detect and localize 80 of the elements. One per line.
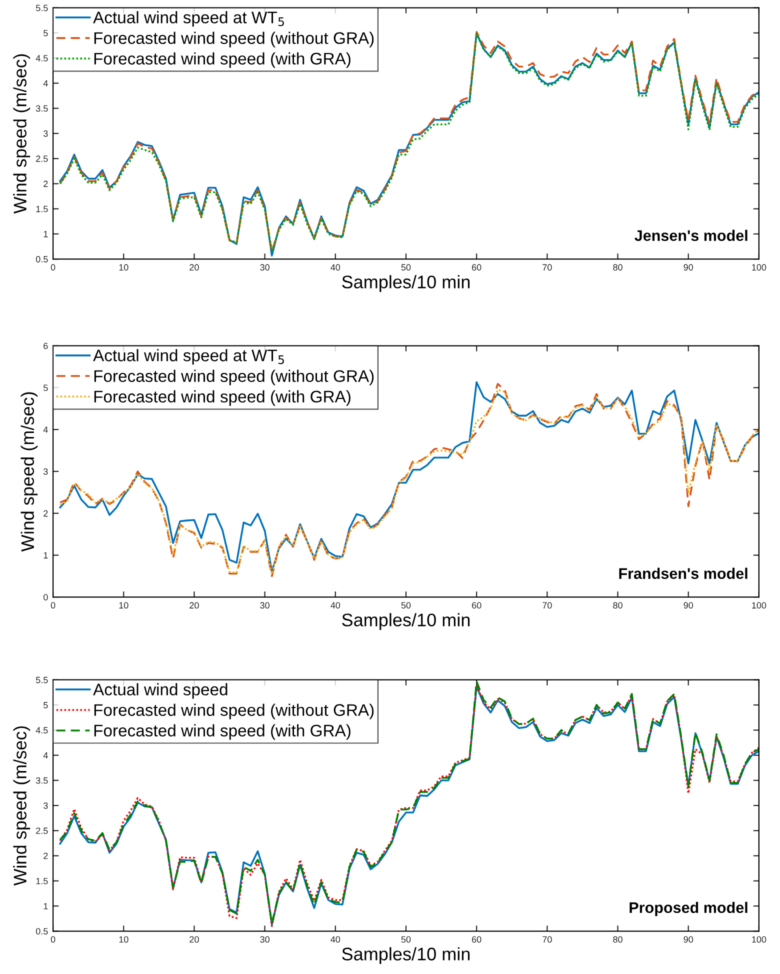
x-axis-title: Samples/10 min: [342, 275, 470, 292]
y-tick-label: 0.5: [36, 928, 48, 935]
annotation: Jensen's model: [634, 230, 748, 241]
y-tick-label: 3: [44, 130, 48, 137]
x-tick-label: 20: [190, 264, 199, 271]
legend-label: Actual wind speed: [93, 683, 228, 699]
legend-label: Forecasted wind speed (with GRA): [94, 390, 350, 406]
x-tick-label: 40: [330, 264, 340, 271]
x-tick-label: 100: [752, 936, 766, 943]
x-tick-label: 60: [472, 936, 482, 943]
x-axis-title: Samples/10 min: [342, 613, 470, 630]
x-tick-label: 60: [472, 602, 482, 609]
x-tick-label: 40: [330, 602, 340, 609]
x-tick-label: 10: [119, 602, 128, 609]
y-tick-label: 0: [44, 594, 48, 600]
y-tick-label: 5: [44, 702, 48, 708]
y-axis-title: Wind speed (m/sec): [20, 392, 38, 552]
x-tick-label: 90: [684, 936, 694, 943]
y-tick-label: 4: [43, 752, 48, 759]
legend-label: Actual wind speed at WT$_{5}$: [93, 349, 284, 365]
y-tick-label: 5: [44, 384, 48, 392]
y-tick-label: 2.5: [36, 828, 48, 834]
x-tick-label: 0: [50, 936, 56, 943]
x-tick-label: 60: [472, 264, 482, 271]
x-tick-label: 20: [190, 602, 199, 609]
x-tick-label: 80: [613, 936, 622, 943]
x-tick-label: 70: [542, 602, 552, 609]
x-tick-label: 100: [752, 602, 766, 609]
y-tick-label: 3.5: [36, 105, 48, 112]
x-tick-label: 0: [50, 264, 56, 271]
y-tick-label: 1: [44, 231, 48, 238]
y-tick-label: 0.5: [36, 256, 48, 262]
y-tick-label: 2: [44, 852, 48, 860]
y-tick-label: 3.5: [36, 777, 48, 784]
x-tick-label: 30: [260, 602, 270, 609]
y-tick-label: 4.5: [36, 727, 48, 734]
x-tick-label: 70: [542, 936, 552, 943]
x-axis-title: Samples/10 min: [342, 947, 470, 964]
y-tick-label: 2: [44, 180, 48, 187]
legend-label: Forecasted wind speed (with GRA): [94, 52, 350, 68]
legend-label: Forecasted wind speed (with GRA): [94, 724, 350, 740]
y-tick-label: 1: [44, 903, 48, 910]
x-tick-label: 40: [330, 936, 340, 943]
x-tick-label: 100: [752, 264, 766, 271]
y-tick-label: 4.5: [36, 55, 48, 62]
x-tick-label: 10: [119, 264, 128, 271]
y-tick-label: 4: [43, 80, 48, 86]
y-tick-label: 1: [44, 552, 48, 558]
x-tick-label: 90: [684, 264, 694, 271]
x-tick-label: 0: [50, 602, 56, 609]
legend-label: Forecasted wind speed (without GRA): [94, 704, 374, 720]
x-tick-label: 80: [613, 602, 622, 609]
y-tick-label: 5.5: [36, 4, 48, 12]
x-tick-label: 10: [119, 936, 128, 943]
y-axis-title: Wind speed (m/sec): [13, 726, 30, 886]
x-tick-label: 90: [684, 602, 694, 609]
annotation: Proposed model: [630, 902, 748, 916]
x-tick-label: 70: [542, 264, 552, 271]
y-tick-label: 4: [43, 426, 48, 433]
x-tick-label: 20: [190, 936, 199, 943]
legend-label: Actual wind speed at WT$_{5}$: [93, 11, 284, 27]
y-tick-label: 1.5: [36, 206, 48, 212]
y-axis-title: Wind speed (m/sec): [13, 54, 30, 214]
y-tick-label: 3: [44, 468, 48, 475]
y-tick-label: 2: [44, 510, 48, 517]
y-tick-label: 2.5: [36, 156, 48, 162]
legend-label: Forecasted wind speed (without GRA): [94, 32, 374, 48]
x-tick-label: 30: [260, 936, 270, 943]
x-tick-label: 50: [401, 602, 411, 609]
x-tick-label: 80: [613, 264, 622, 271]
y-tick-label: 1.5: [36, 878, 48, 884]
x-tick-label: 30: [260, 264, 270, 271]
y-tick-label: 5: [44, 30, 48, 36]
y-tick-label: 3: [44, 802, 48, 809]
x-tick-label: 50: [401, 264, 411, 271]
x-tick-label: 50: [401, 936, 411, 943]
annotation: Frandsen's model: [619, 568, 748, 579]
legend-label: Forecasted wind speed (without GRA): [94, 370, 374, 386]
y-tick-label: 6: [44, 342, 48, 350]
y-tick-label: 5.5: [36, 676, 48, 684]
